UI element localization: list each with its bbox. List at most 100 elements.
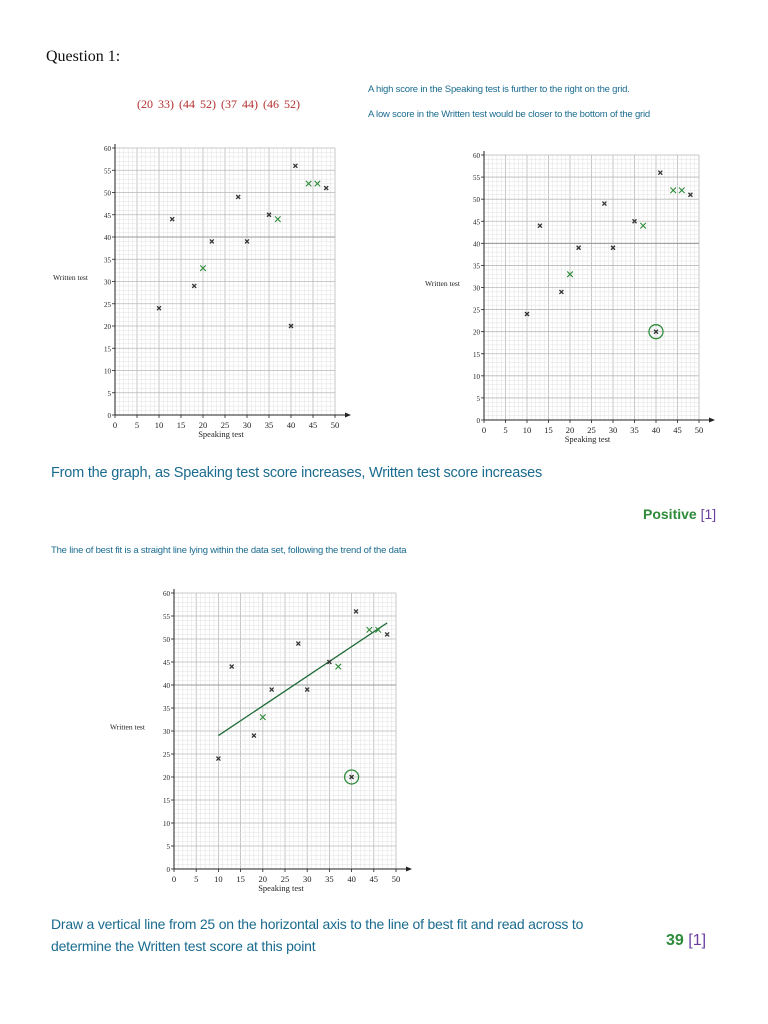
y-tick-label: 60	[163, 590, 171, 598]
y-tick-label: 25	[163, 751, 171, 759]
data-point-added	[366, 626, 373, 633]
x-tick-label: 5	[135, 420, 139, 430]
y-tick-label: 50	[473, 196, 481, 204]
answer-1-value: Positive	[643, 506, 697, 522]
y-tick-label: 35	[163, 705, 171, 713]
x-tick-label: 30	[609, 425, 618, 435]
y-tick-label: 55	[473, 174, 481, 182]
outlier-circle	[648, 324, 664, 340]
data-point	[632, 218, 637, 224]
x-tick-label: 25	[221, 420, 230, 430]
x-axis-arrow	[406, 866, 412, 872]
x-tick-label: 15	[236, 874, 245, 884]
y-tick-label: 20	[473, 329, 481, 337]
y-tick-label: 10	[163, 820, 171, 828]
y-tick-label: 5	[477, 395, 481, 403]
data-point	[349, 774, 355, 780]
data-point	[269, 687, 275, 693]
data-point	[292, 163, 298, 169]
y-tick-label: 0	[108, 412, 112, 420]
x-tick-label: 35	[265, 420, 274, 430]
data-point	[576, 245, 582, 251]
y-tick-label: 20	[163, 774, 171, 782]
data-point	[353, 608, 359, 614]
data-point-added	[566, 271, 574, 278]
x-axis-label: Speaking test	[198, 429, 244, 439]
data-point	[191, 283, 197, 289]
x-axis-arrow	[709, 417, 715, 423]
y-tick-label: 35	[104, 256, 112, 264]
x-tick-label: 5	[194, 874, 198, 884]
data-point-added	[678, 187, 685, 194]
x-tick-label: 10	[523, 425, 532, 435]
final-instruction-line-2: determine the Written test score at this…	[51, 938, 316, 954]
data-point-added	[199, 264, 207, 272]
data-point-added	[670, 187, 677, 194]
data-point	[266, 212, 272, 218]
x-tick-label: 30	[243, 420, 252, 430]
data-point	[288, 323, 294, 329]
data-point	[304, 687, 310, 693]
y-tick-label: 45	[473, 218, 481, 226]
data-point-added	[314, 180, 321, 187]
x-tick-label: 20	[259, 874, 268, 884]
handwritten-points: (20 33) (44 52) (37 44) (46 52)	[137, 97, 300, 111]
y-tick-label: 5	[167, 843, 171, 851]
x-tick-label: 35	[325, 874, 334, 884]
y-tick-label: 10	[104, 368, 112, 376]
y-tick-label: 60	[473, 152, 481, 160]
y-tick-label: 15	[163, 797, 171, 805]
y-tick-label: 40	[163, 682, 171, 690]
final-instruction-line-1: Draw a vertical line from 25 on the hori…	[51, 916, 584, 932]
x-tick-label: 10	[155, 420, 164, 430]
y-tick-label: 45	[163, 659, 171, 667]
x-tick-label: 0	[113, 420, 117, 430]
x-tick-label: 0	[172, 874, 176, 884]
y-tick-label: 15	[473, 351, 481, 359]
answer-2-value: 39	[666, 932, 684, 949]
x-tick-label: 5	[503, 425, 507, 435]
x-tick-label: 35	[630, 425, 639, 435]
best-fit-note: The line of best fit is a straight line …	[51, 545, 407, 556]
data-point	[169, 216, 175, 222]
data-point	[295, 641, 301, 647]
y-tick-label: 5	[108, 390, 112, 398]
x-tick-label: 15	[177, 420, 186, 430]
y-tick-label: 15	[104, 345, 112, 353]
y-axis-label: Written test	[53, 273, 89, 282]
data-point	[251, 733, 257, 739]
data-point	[244, 238, 250, 244]
y-tick-label: 55	[104, 167, 112, 175]
answer-1-mark: [1]	[700, 506, 717, 522]
data-point-added	[259, 714, 266, 721]
data-point-added	[305, 180, 312, 187]
x-tick-label: 45	[673, 425, 682, 435]
x-tick-label: 20	[566, 425, 575, 435]
y-axis-label: Written test	[110, 722, 146, 731]
data-point	[558, 289, 564, 295]
x-axis-label: Speaking test	[565, 434, 611, 444]
data-point	[323, 185, 329, 191]
data-point	[229, 664, 235, 670]
data-point	[384, 631, 390, 637]
y-tick-label: 10	[473, 373, 481, 381]
x-tick-label: 40	[347, 874, 356, 884]
conclusion-text: From the graph, as Speaking test score i…	[51, 465, 543, 481]
x-tick-label: 0	[482, 425, 486, 435]
note-speaking-right: A high score in the Speaking test is fur…	[368, 84, 630, 95]
y-tick-label: 25	[473, 307, 481, 315]
data-point	[209, 238, 215, 244]
x-tick-label: 50	[331, 420, 340, 430]
x-tick-label: 50	[695, 425, 704, 435]
data-point	[537, 223, 543, 229]
y-tick-label: 35	[473, 262, 481, 270]
y-tick-label: 40	[473, 240, 481, 248]
data-point	[657, 170, 663, 176]
y-tick-label: 25	[104, 301, 112, 309]
x-axis-arrow	[345, 412, 351, 418]
x-tick-label: 40	[652, 425, 661, 435]
y-tick-label: 40	[104, 234, 112, 242]
y-tick-label: 20	[104, 323, 112, 331]
